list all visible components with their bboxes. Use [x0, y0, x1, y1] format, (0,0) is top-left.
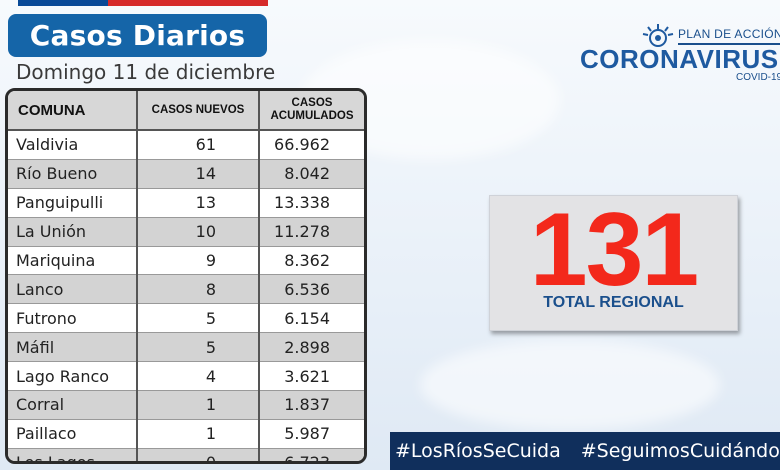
cell-casos-acumulados: 8.042 — [259, 159, 364, 189]
hashtag-bar: #LosRíosSeCuida #SeguimosCuidándonos — [390, 432, 780, 470]
table-row: La Unión 10 11.278 — [8, 217, 364, 247]
flag-stripe — [18, 0, 268, 6]
cell-casos-acumulados: 3.621 — [259, 361, 364, 392]
page-title-text: Casos Diarios — [29, 19, 246, 52]
cell-casos-nuevos: 13 — [137, 188, 260, 218]
cell-casos-nuevos: 0 — [137, 448, 260, 461]
table-row: Río Bueno 14 8.042 — [8, 159, 364, 189]
cell-casos-nuevos: 10 — [137, 217, 260, 247]
cell-casos-nuevos: 1 — [137, 390, 260, 420]
cell-comuna: Mariquina — [8, 246, 138, 276]
hashtag-seguimos: #SeguimosCuidándonos — [580, 440, 780, 462]
column-header-comuna: COMUNA — [8, 91, 138, 131]
cell-casos-acumulados: 5.987 — [259, 419, 364, 449]
table-row: Panguipulli 13 13.338 — [8, 188, 364, 218]
cell-casos-acumulados: 8.362 — [259, 246, 364, 276]
page-title: Casos Diarios — [8, 14, 267, 57]
cell-comuna: Valdivia — [8, 130, 138, 160]
table-header-row: COMUNA CASOS NUEVOS CASOS ACUMULADOS — [8, 91, 364, 131]
total-regional-value: 131 — [529, 192, 700, 308]
coronavirus-logo: PLAN DE ACCIÓN CORONAVIRUS COVID-19 — [578, 22, 780, 86]
column-header-acumulados: CASOS ACUMULADOS — [259, 91, 364, 131]
report-date: Domingo 11 de diciembre — [16, 60, 276, 84]
cell-comuna: Futrono — [8, 303, 138, 334]
cell-casos-acumulados: 1.837 — [259, 390, 364, 420]
cell-casos-nuevos: 8 — [137, 274, 260, 305]
cell-casos-acumulados: 6.536 — [259, 274, 364, 305]
logo-coronavirus-text: CORONAVIRUS — [580, 44, 779, 74]
cell-casos-acumulados: 11.278 — [259, 217, 364, 247]
table-row: Valdivia 61 66.962 — [8, 130, 364, 160]
cell-comuna: Lago Ranco — [8, 361, 138, 392]
table-row: Paillaco 1 5.987 — [8, 419, 364, 449]
cell-comuna: Panguipulli — [8, 188, 138, 218]
cell-casos-acumulados: 6.154 — [259, 303, 364, 334]
cell-casos-nuevos: 1 — [137, 419, 260, 449]
cell-comuna: Lanco — [8, 274, 138, 305]
column-header-nuevos: CASOS NUEVOS — [137, 91, 260, 131]
cell-comuna: Río Bueno — [8, 159, 138, 189]
government-crest-icon — [642, 24, 674, 47]
logo-covid-text: COVID-19 — [736, 72, 780, 83]
cell-comuna: La Unión — [8, 217, 138, 247]
cell-casos-nuevos: 61 — [137, 130, 260, 160]
cell-casos-nuevos: 5 — [137, 332, 260, 363]
table-row: Mariquina 9 8.362 — [8, 246, 364, 276]
table-row: Lago Ranco 4 3.621 — [8, 361, 364, 392]
cell-comuna: Los Lagos — [8, 448, 138, 461]
cell-casos-nuevos: 9 — [137, 246, 260, 276]
total-regional-label: TOTAL REGIONAL — [543, 294, 684, 311]
cell-casos-nuevos: 5 — [137, 303, 260, 334]
total-regional-card: 131 TOTAL REGIONAL — [489, 195, 738, 331]
cell-casos-acumulados: 66.962 — [259, 130, 364, 160]
cell-casos-acumulados: 2.898 — [259, 332, 364, 363]
cell-comuna: Máfil — [8, 332, 138, 363]
cases-table: COMUNA CASOS NUEVOS CASOS ACUMULADOS Vald… — [5, 88, 367, 464]
table-row: Máfil 5 2.898 — [8, 332, 364, 363]
table-row: Lanco 8 6.536 — [8, 274, 364, 305]
logo-plan-text: PLAN DE ACCIÓN — [678, 27, 780, 41]
cell-casos-nuevos: 4 — [137, 361, 260, 392]
hashtag-losrios: #LosRíosSeCuida — [395, 440, 561, 462]
cell-comuna: Paillaco — [8, 419, 138, 449]
cell-casos-nuevos: 14 — [137, 159, 260, 189]
cell-casos-acumulados: 6.723 — [259, 448, 364, 461]
cell-casos-acumulados: 13.338 — [259, 188, 364, 218]
table-row: Corral 1 1.837 — [8, 390, 364, 420]
cell-comuna: Corral — [8, 390, 138, 420]
table-row: Futrono 5 6.154 — [8, 303, 364, 334]
table-row: Los Lagos 0 6.723 — [8, 448, 364, 461]
